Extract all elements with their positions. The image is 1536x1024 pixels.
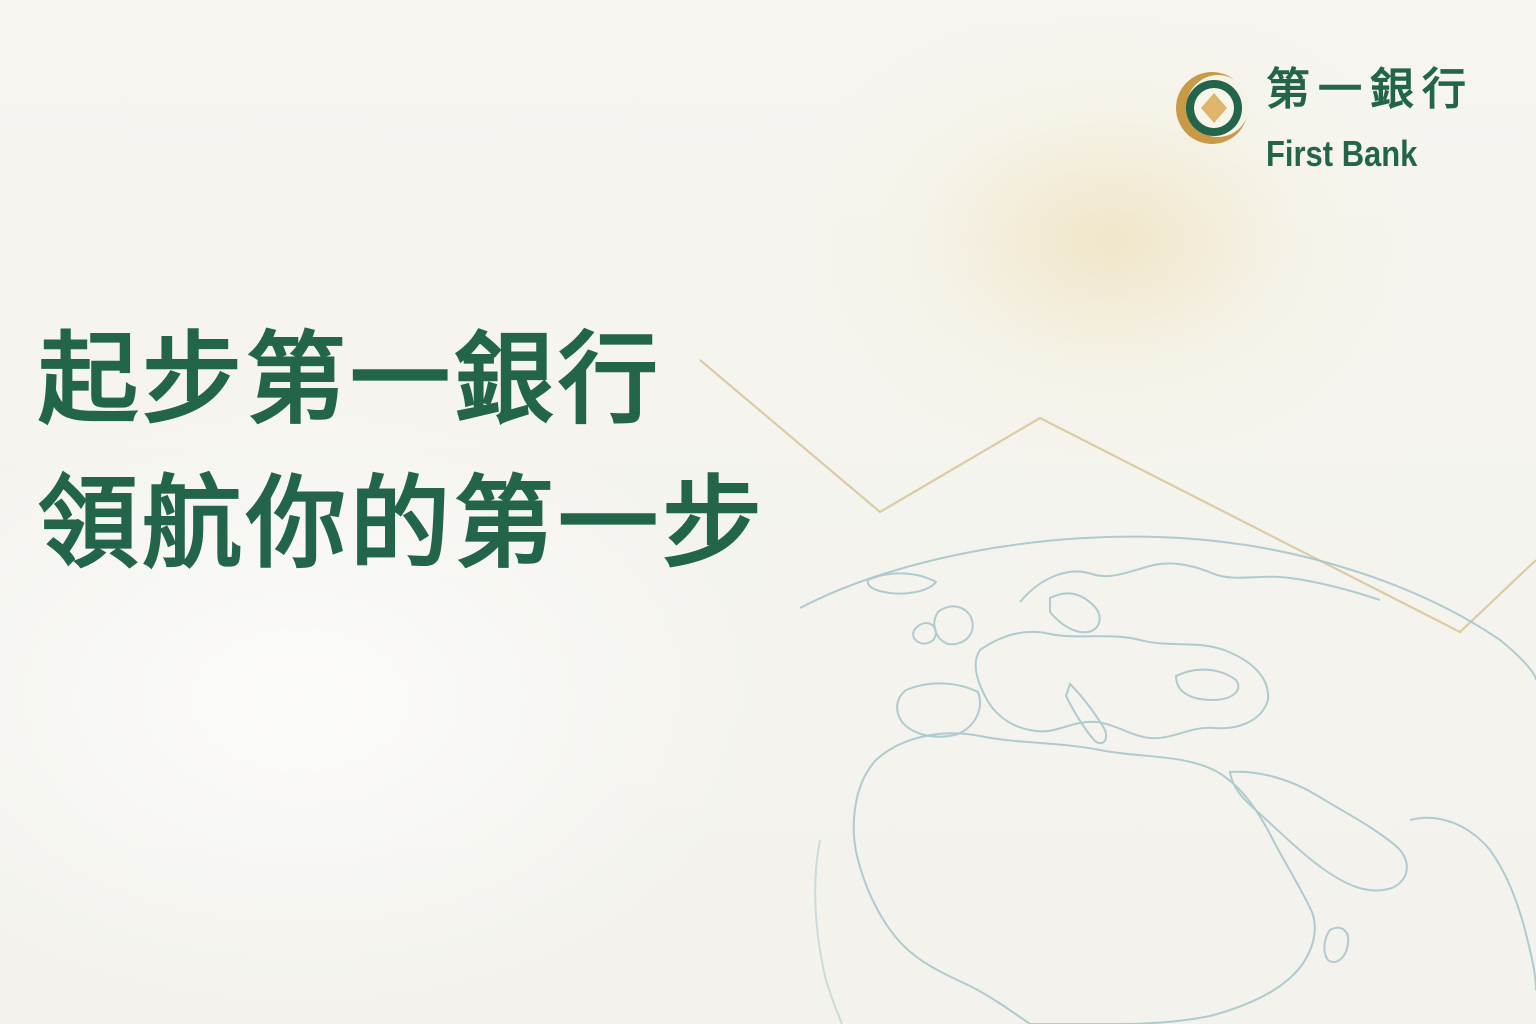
headline-line-2: 領航你的第一步 [38, 465, 766, 582]
ring-diamond-emblem-icon [1176, 72, 1249, 144]
headline-line-1: 起步第一銀行 [38, 321, 662, 438]
globe-outline [799, 535, 1536, 1024]
logo-english-name: First Bank [1266, 133, 1418, 174]
trend-line [699, 359, 1536, 634]
headline: 起步第一銀行 領航你的第一步 [38, 330, 766, 618]
bank-logo: 第一銀行 First Bank [1172, 60, 1472, 180]
logo-chinese-name: 第一銀行 [1266, 64, 1474, 115]
